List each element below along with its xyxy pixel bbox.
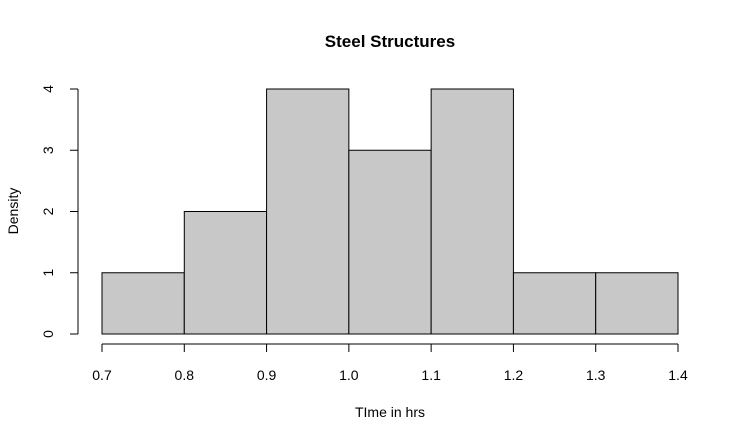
x-tick-label: 0.9 bbox=[257, 367, 277, 383]
x-tick-label: 1.0 bbox=[339, 367, 359, 383]
x-axis-label: TIme in hrs bbox=[355, 404, 425, 420]
y-tick-label: 1 bbox=[40, 269, 56, 277]
y-tick-label: 0 bbox=[40, 330, 56, 338]
x-tick-label: 1.4 bbox=[668, 367, 688, 383]
y-tick-label: 3 bbox=[40, 146, 56, 154]
y-axis: 0 1 2 3 4 bbox=[40, 85, 79, 338]
x-tick-label: 1.1 bbox=[421, 367, 441, 383]
x-tick-label: 0.7 bbox=[92, 367, 112, 383]
histogram-bar-0 bbox=[101, 272, 185, 335]
histogram-bar-1 bbox=[183, 211, 268, 335]
histogram-bar-3 bbox=[348, 149, 432, 335]
y-tick-label: 4 bbox=[40, 85, 56, 93]
histogram-bar-5 bbox=[512, 272, 597, 335]
x-tick-label: 1.2 bbox=[504, 367, 524, 383]
histogram-bar-4 bbox=[430, 88, 514, 335]
y-tick-label: 2 bbox=[40, 207, 56, 215]
x-tick-label: 0.8 bbox=[175, 367, 195, 383]
x-axis: 0.7 0.8 0.9 1.0 1.1 1.2 1.3 1.4 bbox=[92, 343, 688, 383]
y-axis-label: Density bbox=[5, 188, 21, 235]
histogram-bar-2 bbox=[266, 88, 350, 335]
x-tick-label: 1.3 bbox=[586, 367, 606, 383]
histogram-bar-6 bbox=[595, 272, 679, 335]
bars-group bbox=[101, 88, 679, 335]
chart-title: Steel Structures bbox=[325, 32, 455, 51]
